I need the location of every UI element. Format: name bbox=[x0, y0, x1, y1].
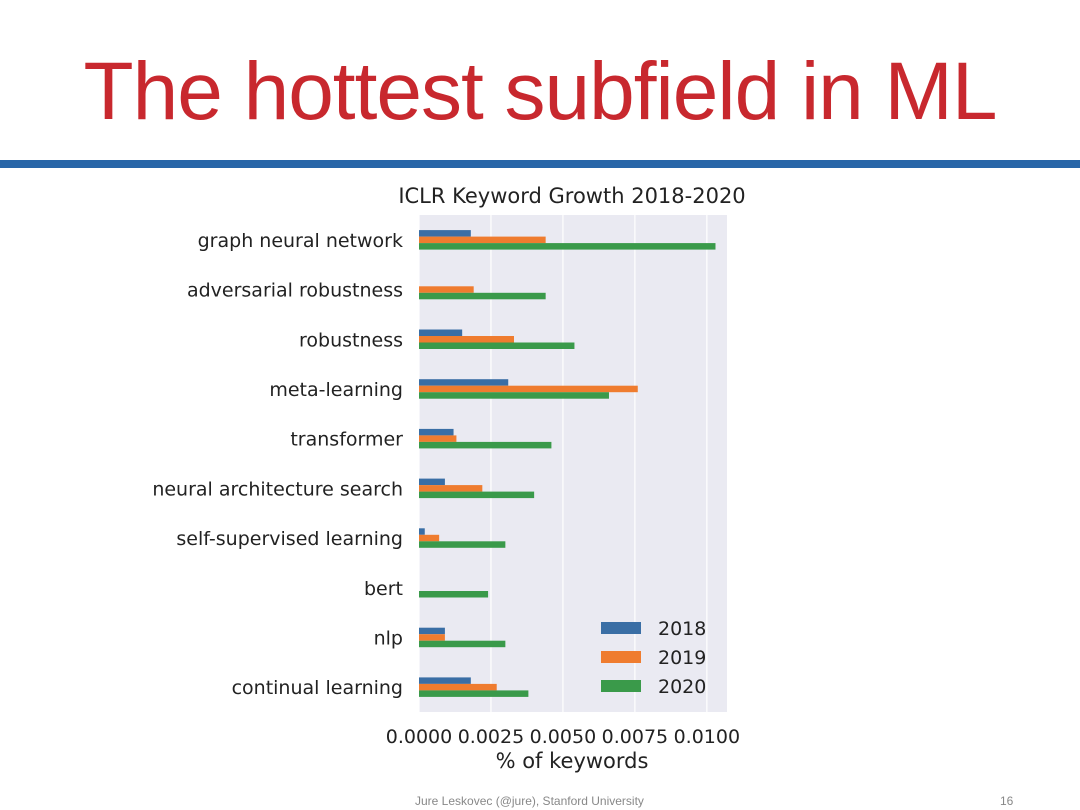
category-label: robustness bbox=[299, 329, 403, 351]
y-axis-labels: graph neural network adversarial robustne… bbox=[152, 230, 403, 699]
bar-2020 bbox=[419, 342, 575, 349]
title-divider bbox=[0, 160, 1080, 168]
category-label: neural architecture search bbox=[152, 478, 403, 500]
bar-2019 bbox=[419, 236, 546, 244]
x-tick-label: 0.0050 bbox=[530, 726, 596, 748]
legend-label-2018: 2018 bbox=[658, 618, 706, 640]
bar-2018 bbox=[419, 478, 445, 486]
slide-title: The hottest subfield in ML bbox=[83, 46, 998, 137]
bar-2019 bbox=[419, 534, 440, 542]
category-label: nlp bbox=[374, 627, 403, 649]
bar-2018 bbox=[419, 379, 509, 386]
legend-label-2020: 2020 bbox=[658, 676, 706, 698]
slide-footer: Jure Leskovec (@jure), Stanford Universi… bbox=[0, 794, 1080, 810]
legend-swatch-2018 bbox=[601, 622, 641, 634]
bar-2018 bbox=[419, 329, 463, 336]
page-number: 16 bbox=[1000, 794, 1014, 808]
bar-2020 bbox=[419, 690, 529, 697]
bar-2018 bbox=[419, 528, 425, 535]
keyword-growth-chart: ICLR Keyword Growth 2018-2020 graph neur… bbox=[152, 184, 745, 773]
x-axis-label: % of keywords bbox=[496, 749, 649, 773]
x-tick-label: 0.0075 bbox=[602, 726, 668, 748]
bar-2018 bbox=[419, 230, 471, 237]
legend-label-2019: 2019 bbox=[658, 647, 706, 669]
x-tick-label: 0.0100 bbox=[674, 726, 740, 748]
bar-2020 bbox=[419, 392, 609, 399]
bar-2020 bbox=[419, 541, 506, 548]
bar-2019 bbox=[419, 485, 483, 492]
bar-2020 bbox=[419, 292, 546, 300]
bar-2019 bbox=[419, 336, 514, 343]
bar-2020 bbox=[419, 441, 552, 449]
bar-2020 bbox=[419, 591, 489, 598]
bar-2019 bbox=[419, 634, 445, 641]
bar-2018 bbox=[419, 428, 454, 436]
bar-2020 bbox=[419, 243, 716, 250]
category-label: meta-learning bbox=[269, 379, 403, 401]
bar-2019 bbox=[419, 683, 497, 691]
category-label: transformer bbox=[290, 429, 403, 451]
x-tick-label: 0.0025 bbox=[458, 726, 524, 748]
legend-swatch-2019 bbox=[601, 651, 641, 663]
bar-2020 bbox=[419, 640, 506, 648]
category-label: bert bbox=[364, 578, 403, 600]
category-label: graph neural network bbox=[198, 230, 403, 252]
bar-2019 bbox=[419, 435, 457, 442]
bars bbox=[419, 230, 716, 697]
category-label: continual learning bbox=[232, 677, 403, 699]
x-tick-label: 0.0000 bbox=[386, 726, 452, 748]
footer-credit: Jure Leskovec (@jure), Stanford Universi… bbox=[415, 794, 644, 808]
x-axis-ticks: 0.0000 0.0025 0.0050 0.0075 0.0100 bbox=[386, 726, 740, 748]
legend-swatch-2020 bbox=[601, 680, 641, 692]
category-label: self-supervised learning bbox=[176, 528, 403, 550]
chart-title: ICLR Keyword Growth 2018-2020 bbox=[398, 184, 745, 208]
bar-2019 bbox=[419, 385, 638, 393]
category-label: adversarial robustness bbox=[187, 280, 403, 302]
bar-2018 bbox=[419, 627, 445, 635]
bar-2020 bbox=[419, 491, 535, 499]
bar-2018 bbox=[419, 677, 471, 684]
bar-2019 bbox=[419, 286, 474, 293]
legend: 2018 2019 2020 bbox=[601, 618, 706, 698]
